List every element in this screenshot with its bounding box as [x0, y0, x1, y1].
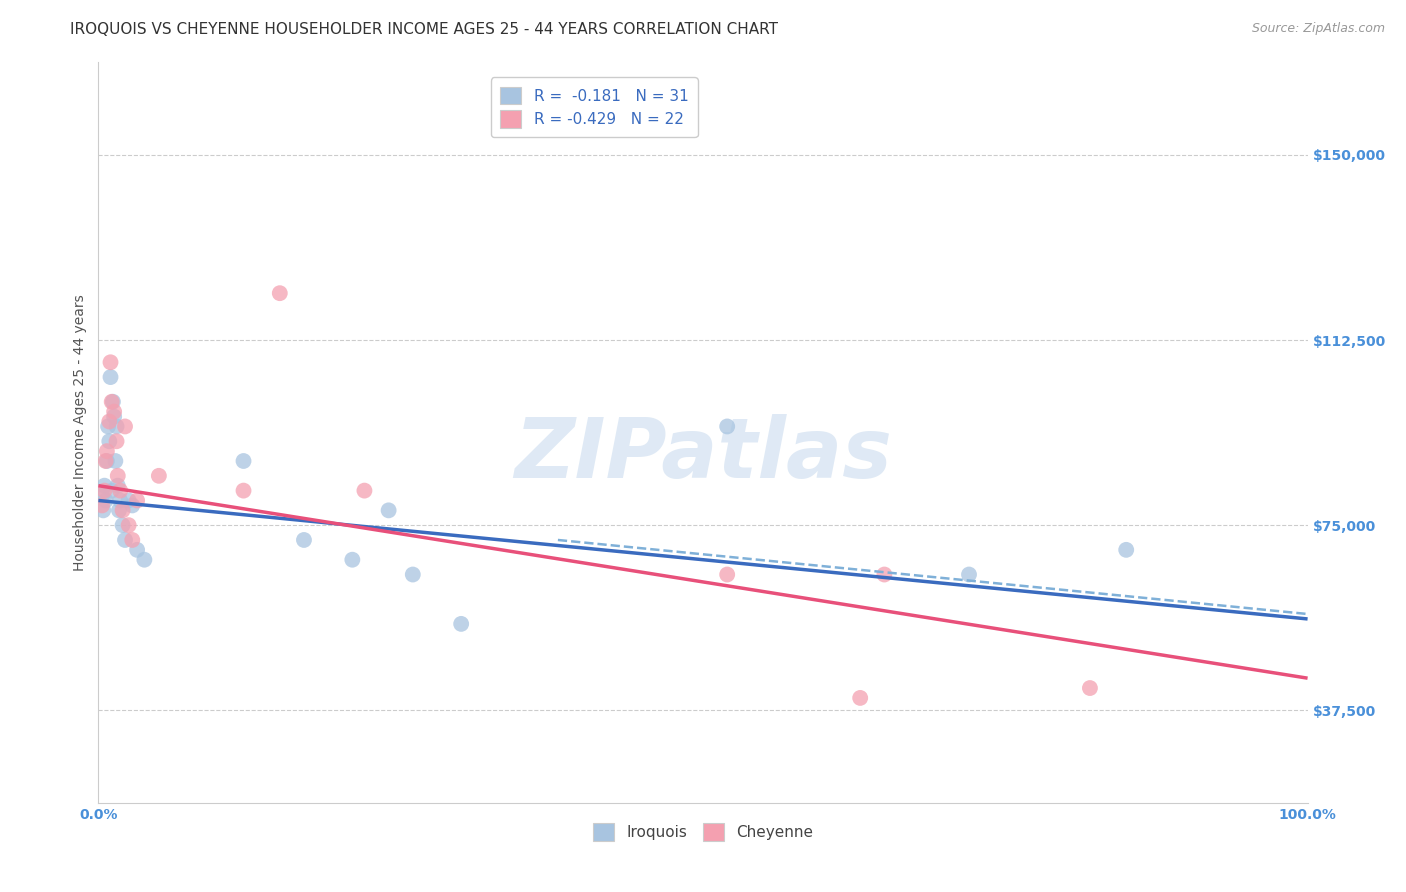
Point: [108, 503, 131, 517]
Point: [127, 542, 149, 557]
Point: [107, 478, 129, 492]
Point: [100, 394, 122, 409]
Point: [292, 533, 315, 547]
Point: [103, 404, 125, 418]
Point: [111, 503, 134, 517]
Point: [96, 454, 118, 468]
Point: [100, 355, 122, 369]
Point: [402, 567, 425, 582]
Point: [111, 518, 134, 533]
Point: [100, 370, 122, 384]
Point: [103, 409, 125, 424]
Point: [93, 478, 115, 492]
Point: [94, 493, 117, 508]
Point: [353, 483, 375, 498]
Point: [232, 483, 254, 498]
Point: [849, 690, 872, 705]
Point: [91, 489, 114, 503]
Point: [450, 616, 472, 631]
Point: [98, 415, 121, 429]
Legend: Iroquois, Cheyenne: Iroquois, Cheyenne: [586, 817, 820, 847]
Point: [127, 493, 149, 508]
Text: IROQUOIS VS CHEYENNE HOUSEHOLDER INCOME AGES 25 - 44 YEARS CORRELATION CHART: IROQUOIS VS CHEYENNE HOUSEHOLDER INCOME …: [70, 22, 779, 37]
Point: [105, 419, 128, 434]
Point: [100, 483, 122, 498]
Point: [107, 468, 129, 483]
Point: [91, 499, 114, 513]
Point: [104, 454, 127, 468]
Point: [121, 499, 143, 513]
Point: [93, 483, 115, 498]
Point: [118, 493, 141, 508]
Point: [96, 444, 118, 458]
Point: [716, 567, 738, 582]
Point: [105, 434, 128, 449]
Point: [97, 419, 120, 434]
Point: [342, 552, 364, 566]
Point: [1115, 542, 1137, 557]
Point: [118, 518, 141, 533]
Point: [121, 533, 143, 547]
Point: [716, 419, 738, 434]
Point: [232, 454, 254, 468]
Point: [148, 468, 170, 483]
Point: [114, 419, 136, 434]
Point: [101, 394, 124, 409]
Point: [108, 483, 131, 498]
Point: [1078, 681, 1101, 695]
Point: [108, 493, 131, 508]
Point: [134, 552, 156, 566]
Point: [94, 454, 117, 468]
Text: Source: ZipAtlas.com: Source: ZipAtlas.com: [1251, 22, 1385, 36]
Point: [377, 503, 399, 517]
Point: [91, 503, 114, 517]
Point: [269, 286, 291, 301]
Point: [98, 434, 121, 449]
Y-axis label: Householder Income Ages 25 - 44 years: Householder Income Ages 25 - 44 years: [73, 294, 87, 571]
Point: [114, 533, 136, 547]
Text: ZIPatlas: ZIPatlas: [515, 414, 891, 495]
Point: [873, 567, 896, 582]
Point: [957, 567, 980, 582]
